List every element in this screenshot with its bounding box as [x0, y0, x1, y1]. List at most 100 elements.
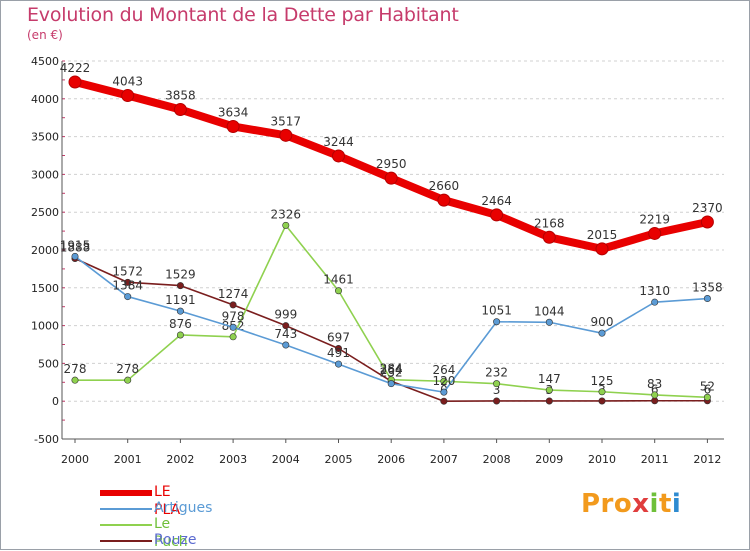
data-point — [598, 397, 606, 405]
x-tick-label: 2006 — [377, 453, 405, 466]
data-point — [493, 397, 501, 405]
data-label: 3858 — [165, 89, 196, 103]
data-point — [282, 221, 290, 229]
legend-label-artigues: Artigues — [154, 500, 213, 516]
y-tick-label: 0 — [52, 395, 59, 408]
y-tick-label: 4500 — [31, 55, 59, 68]
data-label: 3 — [493, 383, 501, 397]
data-label: 4043 — [112, 75, 143, 89]
data-label: 743 — [274, 327, 297, 341]
data-point — [545, 397, 553, 405]
legend-swatch-rouze — [100, 540, 152, 542]
data-point — [700, 215, 714, 229]
data-label: 264 — [432, 363, 455, 377]
data-point — [334, 360, 342, 368]
data-point — [71, 376, 79, 384]
chart-subtitle: (en €) — [27, 28, 63, 42]
legend-swatch-artigues — [100, 508, 152, 510]
legend-label-le-puch: Le Puch — [154, 516, 188, 550]
y-tick-label: 500 — [38, 357, 59, 370]
data-label: 2370 — [692, 201, 723, 215]
data-label: 1888 — [60, 240, 91, 254]
data-label: 697 — [327, 331, 350, 345]
data-label: 147 — [538, 372, 561, 386]
data-label: 1191 — [165, 293, 196, 307]
data-label: 999 — [274, 308, 297, 322]
data-point — [226, 119, 240, 133]
data-point — [598, 329, 606, 337]
data-point — [651, 298, 659, 306]
data-label: 1461 — [323, 273, 354, 287]
x-tick-label: 2009 — [535, 453, 563, 466]
x-tick-label: 2002 — [166, 453, 194, 466]
data-point — [384, 171, 398, 185]
data-label: 125 — [591, 374, 614, 388]
data-point — [437, 193, 451, 207]
data-label: 1572 — [112, 264, 143, 278]
data-point — [176, 331, 184, 339]
data-point — [493, 318, 501, 326]
y-tick-label: 3000 — [31, 168, 59, 181]
data-point — [229, 333, 237, 341]
data-point — [703, 393, 711, 401]
data-point — [545, 386, 553, 394]
x-tick-label: 2004 — [272, 453, 300, 466]
data-point — [68, 75, 82, 89]
data-point — [703, 295, 711, 303]
data-label: 232 — [485, 366, 508, 380]
y-tick-label: -500 — [34, 433, 59, 446]
data-point — [334, 287, 342, 295]
y-tick-label: 2000 — [31, 244, 59, 257]
legend-swatch-le-pla — [100, 490, 152, 496]
data-label: 2326 — [271, 207, 302, 221]
data-point — [282, 341, 290, 349]
data-point — [124, 293, 132, 301]
data-point — [440, 397, 448, 405]
data-label: 6 — [651, 383, 659, 397]
data-point — [648, 226, 662, 240]
data-label: 83 — [647, 377, 662, 391]
data-label: 264 — [380, 363, 403, 377]
data-label: 52 — [700, 379, 715, 393]
data-point — [490, 208, 504, 222]
data-label: 2660 — [429, 179, 460, 193]
data-point — [279, 128, 293, 142]
data-point — [176, 282, 184, 290]
data-point — [332, 149, 345, 163]
x-tick-label: 2000 — [61, 453, 89, 466]
data-point — [121, 89, 135, 103]
y-tick-label: 1500 — [31, 282, 59, 295]
data-label: 2015 — [587, 228, 618, 242]
data-point — [173, 103, 187, 117]
data-point — [229, 301, 237, 309]
data-point — [542, 230, 556, 244]
data-point — [651, 397, 659, 405]
data-label: 3244 — [323, 135, 354, 149]
data-point — [124, 278, 132, 286]
chart-title: Evolution du Montant de la Dette par Hab… — [27, 4, 459, 26]
data-point — [440, 388, 448, 396]
data-point — [595, 242, 609, 256]
legend-label-rouze: Rouze — [154, 532, 197, 548]
data-label: 284 — [380, 362, 403, 376]
data-label: 1274 — [218, 287, 249, 301]
data-label: 1310 — [639, 284, 670, 298]
data-label: 278 — [116, 362, 139, 376]
data-label: 978 — [222, 309, 245, 323]
data-point — [493, 380, 501, 388]
data-point — [598, 388, 606, 396]
data-point — [334, 345, 342, 353]
data-label: 900 — [591, 315, 614, 329]
y-tick-label: 2500 — [31, 206, 59, 219]
data-label: 1529 — [165, 268, 196, 282]
y-tick-label: 3500 — [31, 131, 59, 144]
data-point — [176, 307, 184, 315]
data-point — [387, 380, 395, 388]
data-label: 3517 — [271, 114, 302, 128]
data-point — [651, 391, 659, 399]
data-label: 278 — [64, 362, 87, 376]
x-tick-label: 2005 — [325, 453, 353, 466]
data-label: 1358 — [692, 281, 723, 295]
data-label: 2464 — [481, 194, 512, 208]
legend-label-le-pla: LE PLA — [154, 484, 181, 518]
